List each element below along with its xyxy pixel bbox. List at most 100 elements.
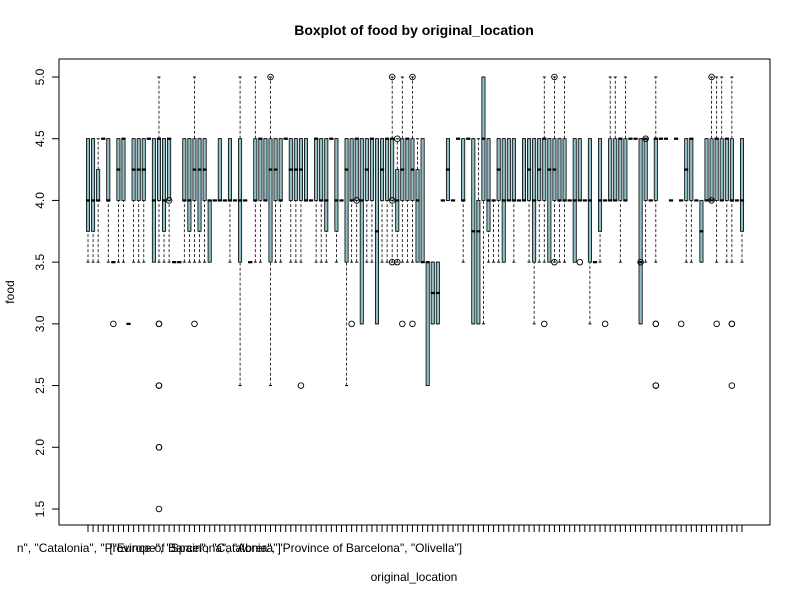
box-group (456, 139, 460, 140)
box-group (253, 77, 257, 262)
outlier-point (400, 321, 406, 327)
outlier-point (577, 259, 583, 265)
box-group (334, 139, 338, 262)
box-group (678, 200, 684, 326)
outlier-point (602, 321, 608, 327)
box-group (694, 200, 698, 201)
box-group (583, 200, 587, 201)
box-group (421, 139, 425, 262)
outlier-point (111, 321, 117, 327)
outlier-point (156, 383, 162, 389)
box-iqr (198, 139, 201, 232)
box-iqr (157, 139, 160, 201)
box-iqr (162, 139, 165, 232)
outlier-point (653, 383, 659, 389)
box-group (166, 139, 172, 262)
box-group (532, 139, 536, 324)
box-group (385, 139, 389, 262)
box-group (552, 74, 558, 265)
box-group (497, 139, 501, 262)
box-group (512, 139, 516, 262)
box-iqr (462, 139, 465, 201)
outlier-point (192, 321, 198, 327)
box-group (568, 200, 572, 201)
box-group (324, 139, 328, 262)
box-group (486, 139, 490, 262)
outlier-point (729, 321, 735, 327)
box-group (517, 200, 521, 201)
box-group (389, 74, 395, 265)
box-group (729, 77, 735, 388)
box-iqr (512, 139, 515, 201)
box-group (339, 200, 343, 201)
box-group (725, 139, 729, 262)
y-tick-label: 4.0 (33, 192, 47, 209)
box-iqr (86, 139, 89, 232)
box-group (481, 77, 485, 324)
box-iqr (259, 139, 262, 201)
box-group (709, 74, 715, 203)
box-group (126, 324, 130, 325)
box-group (228, 139, 232, 262)
box-group (279, 139, 283, 262)
box-group (684, 139, 688, 262)
box-iqr (320, 139, 323, 201)
box-group (101, 139, 105, 140)
box-group (471, 139, 475, 324)
box-group (507, 139, 511, 201)
box-group (598, 139, 602, 262)
box-group (541, 77, 547, 327)
box-iqr (654, 139, 657, 201)
box-iqr (218, 139, 221, 201)
box-group (405, 139, 409, 262)
box-group (649, 200, 653, 201)
box-group (172, 262, 176, 263)
box-group (360, 139, 364, 324)
box-iqr (183, 139, 186, 201)
box-group (638, 139, 644, 324)
box-iqr (487, 139, 490, 232)
box-group (502, 139, 506, 262)
box-group (593, 262, 597, 263)
box-group (106, 139, 110, 262)
y-tick-label: 2.5 (33, 377, 47, 394)
box-group (121, 139, 125, 262)
box-iqr (208, 200, 211, 262)
box-iqr (91, 139, 94, 232)
box-iqr (614, 139, 617, 201)
box-iqr (558, 139, 561, 201)
box-group (289, 139, 293, 262)
box-iqr (360, 139, 363, 324)
box-iqr (730, 139, 733, 201)
box-iqr (740, 139, 743, 232)
box-group (633, 139, 637, 140)
box-group (380, 139, 384, 262)
box-group (319, 139, 323, 262)
box-group (284, 139, 288, 140)
box-group (659, 139, 663, 140)
box-group (116, 139, 120, 262)
box-group (562, 77, 566, 262)
box-group (547, 139, 551, 262)
box-group (461, 139, 465, 262)
outlier-point (678, 321, 684, 327)
box-iqr (188, 139, 191, 232)
box-iqr (644, 139, 647, 201)
box-group (208, 200, 212, 262)
box-iqr (228, 139, 231, 201)
box-group (314, 139, 318, 262)
box-group (602, 200, 608, 326)
outlier-point (410, 321, 416, 327)
box-group (344, 139, 348, 386)
box-group (142, 139, 146, 262)
box-iqr (715, 139, 718, 201)
box-group (608, 77, 612, 200)
box-iqr (315, 139, 318, 201)
box-iqr (335, 139, 338, 232)
box-group (329, 139, 333, 140)
y-tick-label: 5.0 (33, 68, 47, 85)
box-iqr (97, 170, 100, 201)
box-iqr (304, 139, 307, 201)
box-group (147, 139, 151, 140)
box-iqr (107, 139, 110, 201)
